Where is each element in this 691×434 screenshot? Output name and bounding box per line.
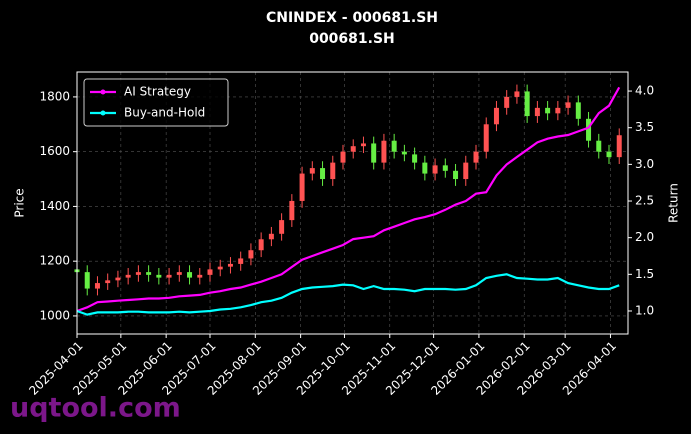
y-tick-label: 1000 [39,308,70,322]
candle-body [555,107,561,114]
candle-body [166,274,172,278]
candle-body [616,135,622,158]
candle-body [227,263,233,267]
y-tick-label: 1800 [39,89,70,103]
candle-body [309,168,315,174]
candle-body [330,162,336,180]
candle-body [156,274,162,278]
candle-body [105,280,111,284]
y2-tick-label: 3.0 [635,157,654,171]
candle-body [524,91,530,117]
chart-title: CNINDEX - 000681.SH [266,10,438,26]
candle-body [350,146,356,152]
candle-body [514,91,520,97]
candle-body [340,151,346,163]
legend-marker [100,110,106,116]
candle-body [453,170,459,180]
series-line [76,86,621,313]
candle-body [422,162,428,174]
candle-body [207,269,213,275]
candle-body [258,239,264,251]
legend-label: Buy-and-Hold [124,106,205,120]
series-line [76,273,620,316]
plot-frame [76,71,629,335]
candle-body [371,143,377,163]
candle-body [176,272,182,275]
watermark: uqtool.com [10,393,181,424]
y2-tick-label: 3.5 [635,120,654,134]
candle-body [545,107,551,114]
y2-tick-label: 2.5 [635,194,654,208]
candle-body [299,173,305,201]
candle-body [187,272,193,278]
legend-marker [100,89,106,95]
candle-body [289,200,295,221]
candle-body [279,220,285,234]
candle-body [606,151,612,158]
candle-body [94,283,100,289]
candle-body [146,272,152,275]
candle-body [197,274,203,278]
candle-body [473,151,479,163]
y-axis-label: Price [13,188,27,217]
y2-tick-label: 1.0 [635,303,654,317]
candle-body [463,162,469,180]
candle-body [84,272,90,289]
candle-body [115,277,121,281]
candle-body [504,96,510,108]
candle-body [483,124,489,152]
candle-body [412,154,418,163]
candle-body [391,140,397,152]
chart-subtitle: 000681.SH [309,31,395,47]
candle-body [320,168,326,180]
y-tick-label: 1200 [39,254,70,268]
candle-body [135,272,141,275]
candle-body [493,107,499,125]
y2-axis-label: Return [667,183,681,223]
candle-body [442,165,448,171]
candle-body [565,102,571,108]
candle-body [575,102,581,119]
candle-body [401,151,407,155]
y2-tick-label: 2.0 [635,230,654,244]
y-tick-label: 1400 [39,199,70,213]
y2-tick-label: 4.0 [635,84,654,98]
candle-body [381,140,387,163]
candle-body [125,274,131,278]
candle-body [360,143,366,147]
candle-body [238,258,244,264]
y-tick-label: 1600 [39,144,70,158]
candle-body [248,250,254,259]
legend-box [83,78,229,127]
candle-body [586,118,592,141]
candle-body [534,107,540,117]
legend-label: AI Strategy [124,85,191,99]
candle-body [432,165,438,174]
candle-body [268,233,274,240]
candle-body [596,140,602,152]
candle-body [217,266,223,270]
y2-tick-label: 1.5 [635,267,654,281]
legend: AI Strategy Buy-and-Hold [83,78,229,127]
